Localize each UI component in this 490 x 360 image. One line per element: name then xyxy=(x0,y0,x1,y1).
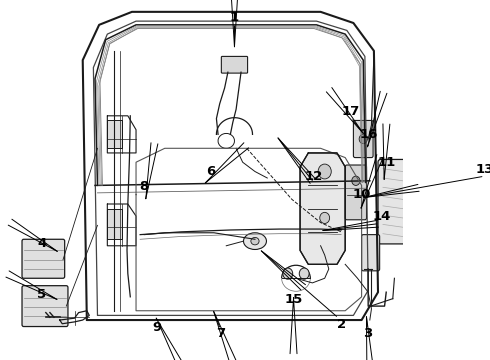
FancyBboxPatch shape xyxy=(353,121,373,158)
Text: 17: 17 xyxy=(342,105,360,118)
Text: 8: 8 xyxy=(140,180,149,193)
Polygon shape xyxy=(300,153,345,264)
Text: 11: 11 xyxy=(377,156,395,169)
Text: 2: 2 xyxy=(337,318,345,331)
Text: 13: 13 xyxy=(475,163,490,176)
Text: 10: 10 xyxy=(352,188,371,201)
Text: 5: 5 xyxy=(37,288,46,301)
Text: 4: 4 xyxy=(37,237,47,251)
Text: 7: 7 xyxy=(216,328,225,341)
FancyBboxPatch shape xyxy=(362,235,380,271)
FancyBboxPatch shape xyxy=(345,165,367,220)
Text: 12: 12 xyxy=(305,170,323,183)
Text: 15: 15 xyxy=(284,293,303,306)
Circle shape xyxy=(359,134,368,144)
Text: 6: 6 xyxy=(206,165,215,178)
Bar xyxy=(107,209,122,239)
Circle shape xyxy=(318,164,331,179)
Ellipse shape xyxy=(244,233,267,249)
Bar xyxy=(107,121,122,148)
Text: 1: 1 xyxy=(230,11,239,24)
Circle shape xyxy=(299,268,309,279)
Text: 3: 3 xyxy=(363,327,372,339)
Text: 14: 14 xyxy=(372,210,391,222)
FancyBboxPatch shape xyxy=(221,57,247,73)
FancyBboxPatch shape xyxy=(22,286,68,327)
Ellipse shape xyxy=(251,237,259,245)
Circle shape xyxy=(320,212,330,224)
FancyBboxPatch shape xyxy=(22,239,65,278)
Text: 9: 9 xyxy=(152,321,161,334)
Circle shape xyxy=(283,268,293,279)
FancyBboxPatch shape xyxy=(378,159,414,244)
Circle shape xyxy=(352,176,360,185)
Text: 16: 16 xyxy=(360,128,378,141)
